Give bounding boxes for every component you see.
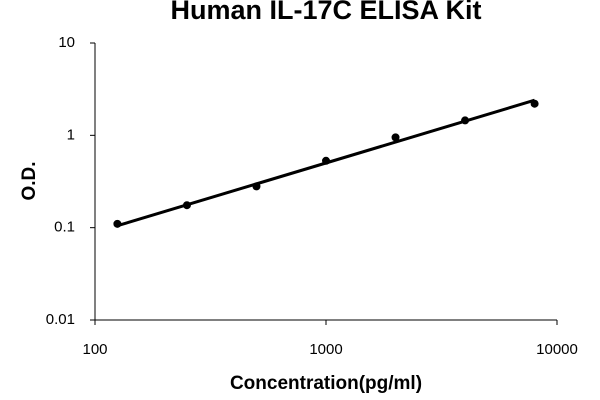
data-point — [391, 133, 400, 142]
x-tick-label: 100 — [82, 341, 107, 358]
data-point — [530, 99, 539, 108]
data-point — [182, 201, 191, 210]
y-tick-label: 10 — [58, 34, 75, 51]
data-point — [113, 219, 122, 228]
y-tick-label: 0.1 — [54, 219, 75, 236]
y-tick-label: 1 — [67, 126, 75, 143]
x-axis-label: Concentration(pg/ml) — [230, 373, 422, 394]
y-tick-label: 0.01 — [46, 311, 75, 328]
x-tick-label: 10000 — [536, 341, 578, 358]
x-tick-label: 1000 — [309, 341, 342, 358]
y-axis-label: O.D. — [19, 161, 40, 200]
chart-title: Human IL-17C ELISA Kit — [170, 0, 481, 25]
data-point — [252, 182, 261, 191]
data-point — [461, 116, 470, 125]
data-point — [322, 156, 330, 165]
